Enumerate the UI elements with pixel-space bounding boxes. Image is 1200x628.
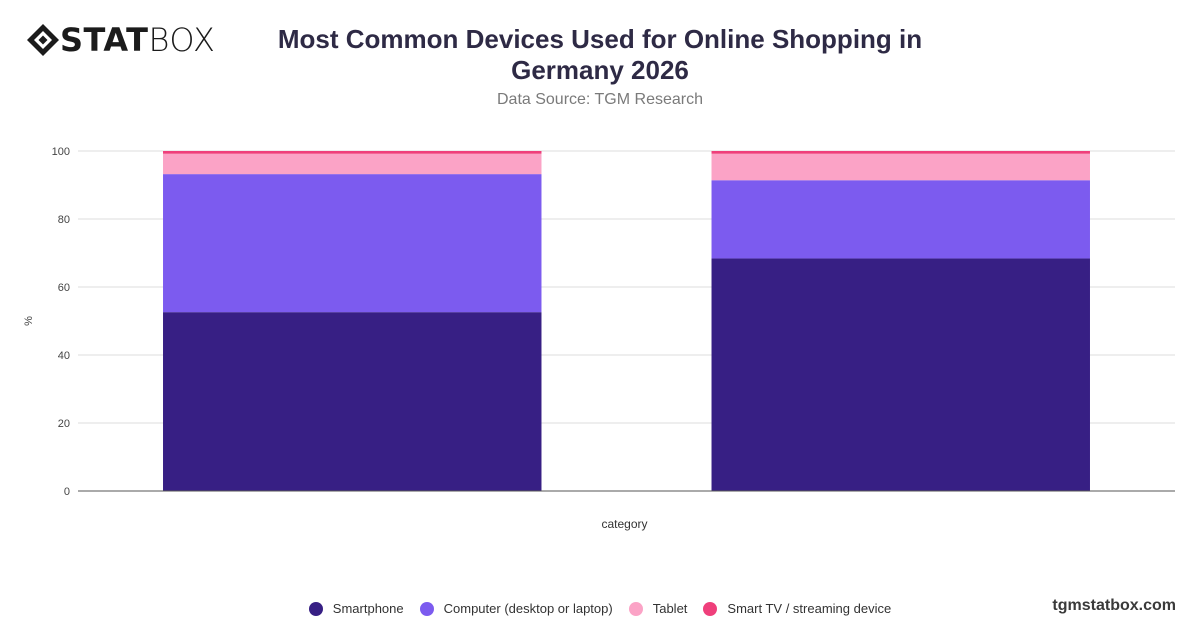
bar-segment [711,151,1090,154]
y-tick-label: 40 [58,350,70,362]
legend-swatch [308,601,323,616]
legend-item[interactable]: Smartphone [308,601,404,616]
legend-swatch [628,601,643,616]
chart-title: Most Common Devices Used for Online Shop… [277,24,923,85]
legend-label: Tablet [652,601,688,616]
legend-label: Smart TV / streaming device [727,601,892,616]
legend-label: Smartphone [332,601,404,616]
logo-light-text: BOX [148,21,216,59]
logo-bold-text: STAT [60,21,149,59]
legend-item[interactable]: Tablet [628,601,688,616]
y-axis-label: % [23,316,35,326]
bar-segment [163,174,542,313]
legend-item[interactable]: Computer (desktop or laptop) [419,601,613,616]
diamond-logo-icon [27,24,59,56]
y-tick-label: 60 [58,282,70,294]
logo-wordmark: STATBOX [60,22,215,58]
bar-segment [163,153,542,175]
watermark: tgmstatbox.com [1052,597,1176,614]
statbox-logo: STATBOX [26,22,215,58]
legend-label: Computer (desktop or laptop) [443,601,613,616]
chart-subtitle: Data Source: TGM Research [496,91,703,108]
bar-segment [163,312,542,491]
y-tick-label: 0 [64,486,70,498]
x-axis-label: category [601,517,647,531]
y-tick-label: 20 [58,418,70,430]
y-tick-label: 100 [52,146,70,158]
bar-segment [711,153,1090,181]
legend-swatch [419,601,434,616]
bar-segment [711,258,1090,491]
legend-swatch [703,601,718,616]
bar-segment [711,180,1090,259]
chart-legend: Smartphone Computer (desktop or laptop) Ta… [0,601,1200,616]
legend-item[interactable]: Smart TV / streaming device [703,601,891,616]
y-tick-label: 80 [58,214,70,226]
bar-segment [163,151,542,154]
